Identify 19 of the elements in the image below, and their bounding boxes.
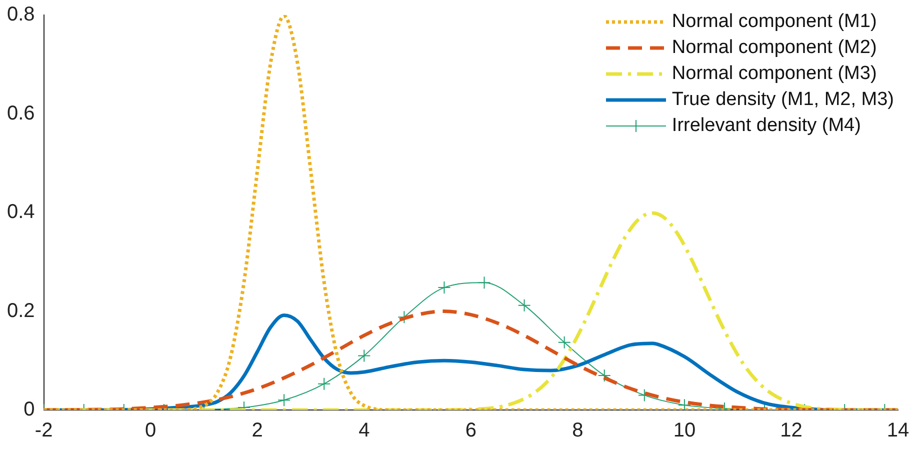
legend-label: Normal component (M3) xyxy=(672,62,877,86)
y-tick-label: 0.2 xyxy=(6,300,35,322)
x-tick-label: 2 xyxy=(252,420,263,442)
x-tick-label: 6 xyxy=(465,420,476,442)
y-tick-label: 0 xyxy=(24,398,35,421)
legend-label: True density (M1, M2, M3) xyxy=(672,88,894,112)
x-tick-label: 4 xyxy=(358,420,370,442)
x-tick-label: 14 xyxy=(886,420,910,442)
x-tick-label: -2 xyxy=(34,420,53,442)
x-tick-label: 0 xyxy=(145,420,156,442)
x-tick-label: 10 xyxy=(673,420,696,442)
y-tick-label: 0.8 xyxy=(6,4,35,26)
y-tick-label: 0.6 xyxy=(6,102,35,124)
legend-label: Irrelevant density (M4) xyxy=(672,114,861,138)
legend-label: Normal component (M1) xyxy=(672,10,877,34)
legend-label: Normal component (M2) xyxy=(672,36,877,60)
x-tick-label: 12 xyxy=(780,420,802,442)
x-tick-label: 8 xyxy=(572,420,584,442)
y-tick-label: 0.4 xyxy=(6,201,35,224)
